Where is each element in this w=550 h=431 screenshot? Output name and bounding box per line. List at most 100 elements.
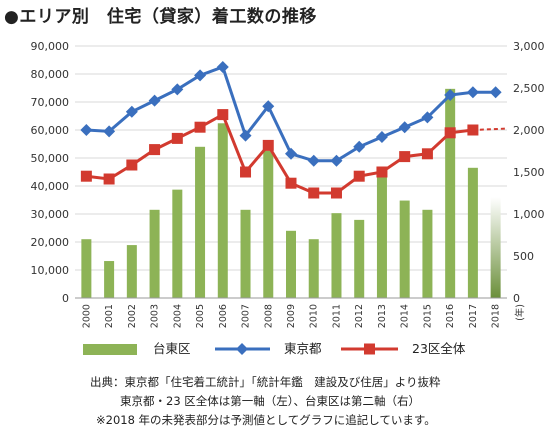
bar xyxy=(149,209,160,298)
legend-bar-label: 台東区 xyxy=(153,341,191,356)
marker-tokyo xyxy=(148,94,161,107)
x-axis-unit: (年) xyxy=(514,304,526,321)
projection-note: ※2018 年の未発表部分は予測値としてグラフに追記しています。 xyxy=(96,413,436,427)
bar xyxy=(240,209,251,298)
y-right-tick-label: 0 xyxy=(513,292,520,305)
marker-ku xyxy=(149,144,161,156)
x-tick-label: 2011 xyxy=(331,304,342,328)
marker-tokyo xyxy=(307,154,320,167)
bar xyxy=(126,245,137,298)
x-tick-label: 2004 xyxy=(172,304,183,328)
y-right-tick-label: 3,000 xyxy=(513,40,545,53)
marker-ku xyxy=(330,187,342,199)
marker-tokyo xyxy=(353,140,366,153)
x-tick-label: 2012 xyxy=(354,304,365,328)
marker-tokyo xyxy=(444,89,457,101)
y-left-tick-label: 30,000 xyxy=(31,208,70,221)
bar xyxy=(354,219,365,298)
bar xyxy=(104,261,115,298)
x-tick-label: 2016 xyxy=(445,304,456,328)
bar xyxy=(263,151,274,298)
marker-ku xyxy=(217,109,229,121)
y-left-tick-label: 0 xyxy=(62,292,69,305)
y-left-tick-label: 80,000 xyxy=(31,68,70,81)
x-tick-label: 2005 xyxy=(195,304,206,328)
legend-ku-label: 23区全体 xyxy=(412,341,466,356)
x-tick-label: 2013 xyxy=(377,304,388,328)
x-tick-label: 2003 xyxy=(150,304,161,328)
marker-ku xyxy=(444,127,456,139)
y-left-tick-label: 90,000 xyxy=(31,40,70,53)
y-right-tick-label: 1,000 xyxy=(513,208,545,221)
marker-tokyo xyxy=(125,105,138,118)
y-right-tick-label: 2,000 xyxy=(513,124,545,137)
bar xyxy=(308,239,319,298)
bar xyxy=(376,172,387,298)
x-tick-label: 2015 xyxy=(422,304,433,328)
y-left-tick-label: 10,000 xyxy=(31,264,70,277)
marker-ku xyxy=(467,124,479,136)
bar xyxy=(286,230,296,298)
marker-tokyo xyxy=(171,83,184,96)
line-projection xyxy=(472,127,506,131)
x-tick-label: 2006 xyxy=(218,304,229,328)
y-left-tick-label: 40,000 xyxy=(31,180,70,193)
x-tick-label: 2017 xyxy=(468,304,479,328)
lines-group xyxy=(80,61,506,199)
y-left-tick-label: 50,000 xyxy=(31,152,70,165)
marker-ku xyxy=(171,132,183,144)
marker-tokyo xyxy=(239,129,252,142)
y-left-tick-label: 60,000 xyxy=(31,124,70,137)
bar xyxy=(195,146,206,298)
x-tick-label: 2014 xyxy=(400,304,411,328)
legend: 台東区 東京都 23区全体 xyxy=(83,341,466,356)
x-tick-label: 2000 xyxy=(81,304,92,328)
bar xyxy=(172,189,183,298)
bar xyxy=(217,123,228,298)
marker-ku xyxy=(103,173,115,185)
x-tick-label: 2010 xyxy=(309,304,320,328)
axis-note: 東京都・23 区全体は第一軸（左）、台東区は第二軸（右） xyxy=(120,394,421,408)
marker-tokyo xyxy=(489,86,502,99)
x-tick-label: 2018 xyxy=(491,304,502,328)
x-tick-label: 2009 xyxy=(286,304,297,328)
marker-ku xyxy=(353,170,365,182)
marker-ku xyxy=(240,166,252,178)
marker-ku xyxy=(421,148,433,160)
marker-ku xyxy=(285,177,297,189)
x-tick-label: 2008 xyxy=(263,304,274,328)
marker-ku xyxy=(80,170,92,182)
marker-tokyo xyxy=(421,111,434,124)
legend-tokyo-label: 東京都 xyxy=(284,341,322,356)
bar xyxy=(331,213,342,298)
legend-tokyo-marker xyxy=(236,343,248,355)
chart-svg: 0 10,000 20,000 30,000 40,000 50,000 60,000 70,… xyxy=(31,40,545,356)
marker-tokyo xyxy=(262,100,275,113)
marker-ku xyxy=(194,121,206,133)
bar xyxy=(467,167,478,298)
marker-tokyo xyxy=(330,154,343,167)
y-right-tick-label: 1,500 xyxy=(513,166,545,179)
chart-title: ●エリア別 住宅（貸家）着工数の推移 xyxy=(4,7,317,27)
x-tick-label: 2007 xyxy=(241,304,252,328)
marker-ku xyxy=(262,139,274,151)
bar xyxy=(399,200,410,298)
bars-group xyxy=(81,88,501,298)
line-ku xyxy=(86,112,474,195)
legend-bar-swatch xyxy=(83,344,137,355)
y-right-tick-label: 2,500 xyxy=(513,82,545,95)
marker-tokyo xyxy=(103,125,116,138)
legend-ku-marker xyxy=(364,343,375,355)
x-tick-label: 2002 xyxy=(127,304,138,328)
marker-ku xyxy=(399,151,411,163)
bar-projected xyxy=(490,197,501,298)
marker-tokyo xyxy=(216,61,229,73)
y-right-tick-label: 500 xyxy=(513,250,534,263)
marker-tokyo xyxy=(466,86,479,99)
marker-tokyo xyxy=(285,147,297,160)
axes-group: 0 10,000 20,000 30,000 40,000 50,000 60,000 70,… xyxy=(31,40,545,328)
y-left-tick-label: 70,000 xyxy=(31,96,70,109)
bar xyxy=(81,239,92,298)
marker-ku xyxy=(308,187,320,199)
